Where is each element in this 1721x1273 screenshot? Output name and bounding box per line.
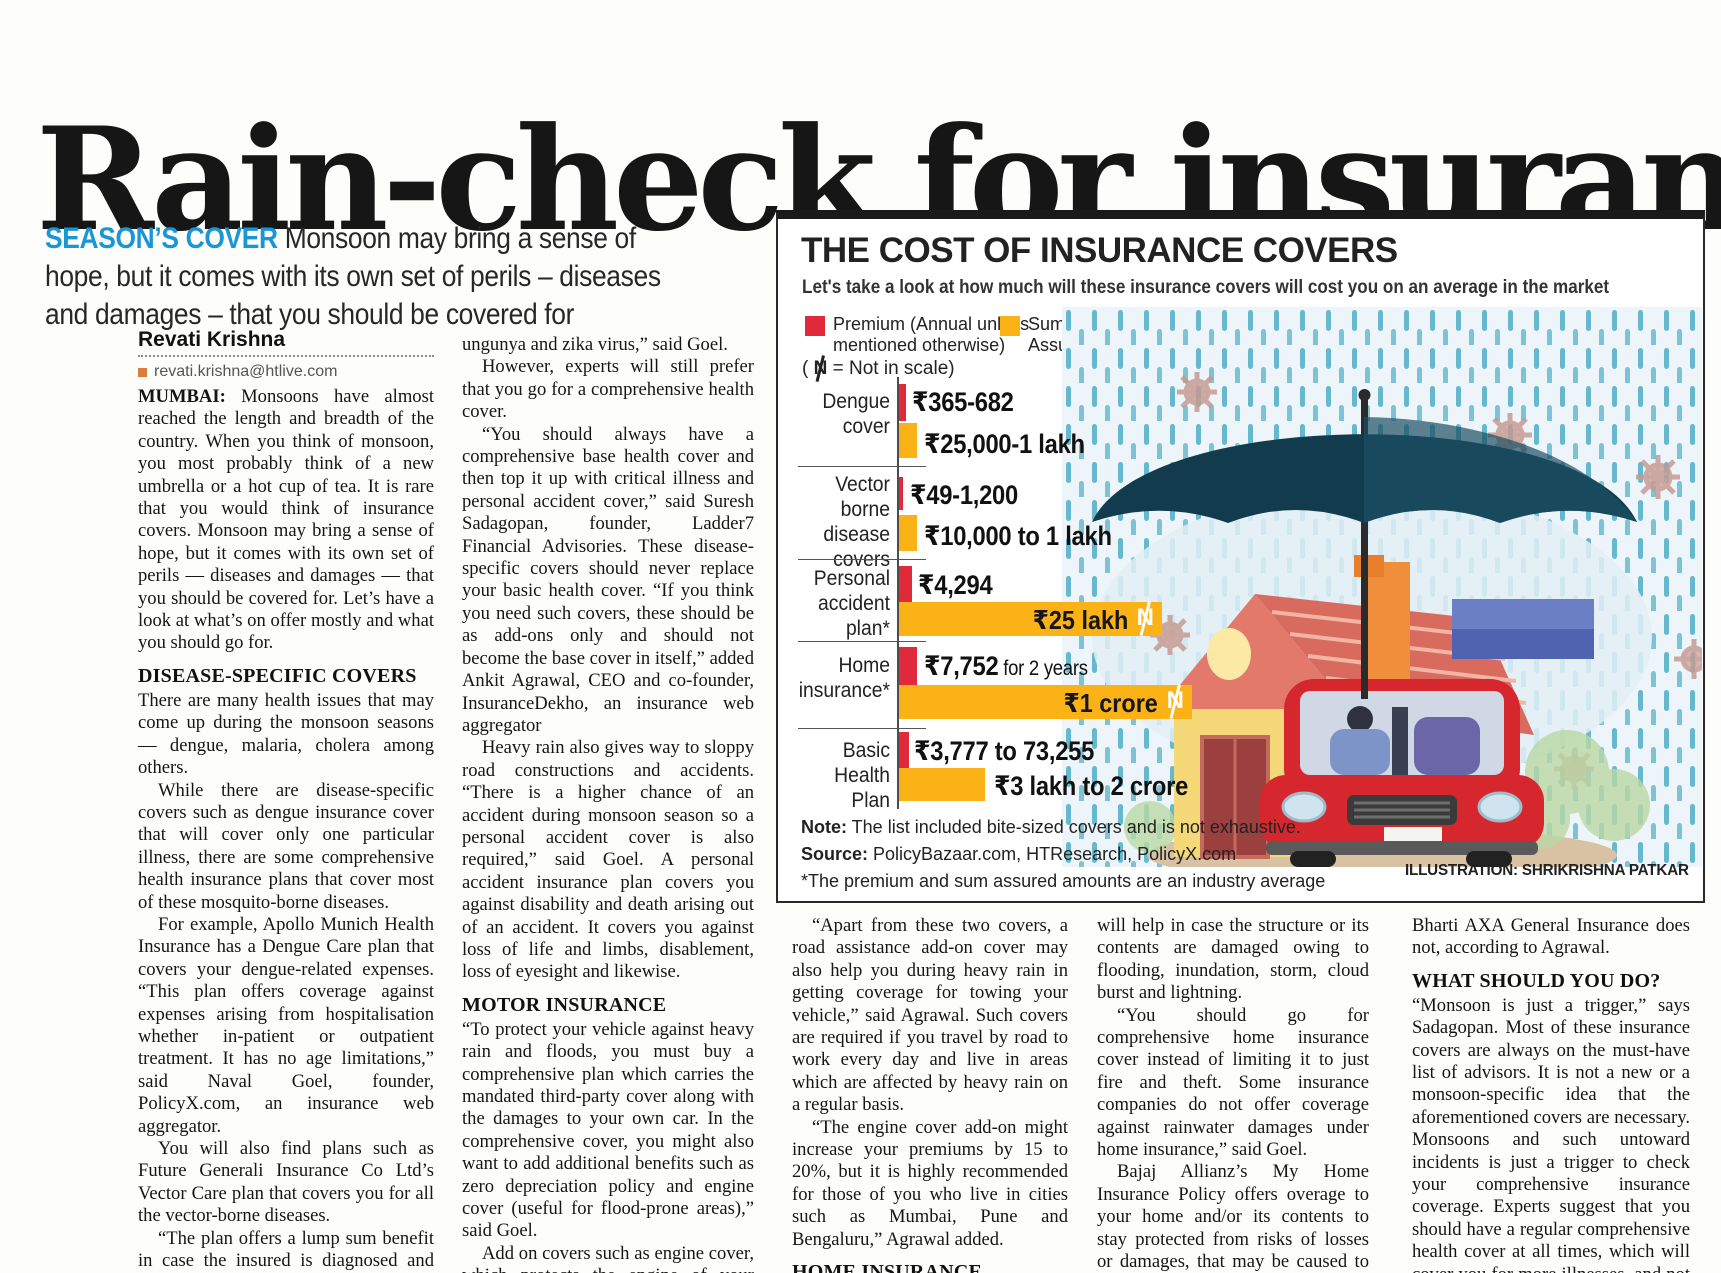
tire-left <box>1290 851 1336 867</box>
house-window <box>1207 628 1251 680</box>
monsoon-illustration <box>1062 307 1702 867</box>
headlight-left <box>1281 791 1327 823</box>
not-in-scale-note: ( N = Not in scale) <box>802 358 955 379</box>
bumper <box>1266 841 1538 855</box>
kicker: SEASON’S COVER <box>45 222 278 255</box>
article-column-1: MUMBAI: Monsoons have almost reached the… <box>138 386 434 1273</box>
paragraph: will help in case the structure or its c… <box>1097 915 1369 1004</box>
article-column-3: “Apart from these two covers, a road ass… <box>792 915 1068 1273</box>
paragraph: “The engine cover add-on might increase … <box>792 1116 1068 1250</box>
standfirst: SEASON’S COVER Monsoon may bring a sense… <box>45 220 696 334</box>
paragraph: MUMBAI: Monsoons have almost reached the… <box>138 386 434 655</box>
infographic-box: THE COST OF INSURANCE COVERS Let's take … <box>776 210 1705 903</box>
paragraph: “You should always have a comprehensive … <box>462 423 754 736</box>
article-column-2: ungunya and zika virus,” said Goel. Howe… <box>462 334 754 1273</box>
premium-value: ₹7,752 for 2 years <box>924 651 1088 681</box>
premium-bar <box>899 647 917 685</box>
paragraph: Bharti AXA General Insurance does not, a… <box>1412 915 1690 959</box>
row-separator <box>798 466 926 467</box>
premium-bar <box>899 732 909 768</box>
paragraph: “You should go for comprehensive home in… <box>1097 1004 1369 1161</box>
license-plate <box>1384 827 1442 841</box>
paragraph: However, experts will still prefer that … <box>462 356 754 423</box>
paragraph: ungunya and zika virus,” said Goel. <box>462 334 728 355</box>
row-separator <box>798 559 926 560</box>
category-label: Personal accident plan* <box>813 567 890 640</box>
not-in-scale-icon: N <box>1136 604 1154 631</box>
paragraph: There are many health issues that may co… <box>138 689 434 779</box>
paragraph: “To protect your vehicle against heavy r… <box>462 1018 754 1242</box>
chart-note: Note: The list included bite-sized cover… <box>801 817 1301 837</box>
byline: Revati Krishna revati.krishna@htlive.com <box>138 328 434 381</box>
category-label: Dengue cover <box>822 390 890 438</box>
headlight-right <box>1477 791 1523 823</box>
car-icon <box>1260 679 1544 867</box>
premium-bar <box>899 566 912 602</box>
paragraph: While there are disease-specific covers … <box>138 779 434 913</box>
not-in-scale-icon: N <box>813 358 828 379</box>
paragraph: “Monsoon is just a trigger,” says Sadago… <box>1412 994 1690 1273</box>
row-separator <box>798 728 926 729</box>
assured-bar: ₹1 crore N <box>899 685 1192 719</box>
paragraph: “The plan offers a lump sum benefit in c… <box>138 1227 434 1273</box>
chart-axis <box>897 377 899 809</box>
author-email-row: revati.krishna@htlive.com <box>138 363 434 381</box>
category-label: Basic Health Plan <box>834 739 890 812</box>
article-column-4: will help in case the structure or its c… <box>1097 915 1369 1273</box>
chart-source: Source: PolicyBazaar.com, HTResearch, Po… <box>801 844 1237 864</box>
assured-bar <box>899 768 985 801</box>
chart-footnote: *The premium and sum assured amounts are… <box>801 871 1326 891</box>
section-heading: DISEASE-SPECIFIC COVERS <box>138 664 417 687</box>
infographic-title: THE COST OF INSURANCE COVERS <box>801 231 1398 270</box>
premium-bar <box>899 477 903 510</box>
premium-suffix: for 2 years <box>998 657 1088 680</box>
section-heading: HOME INSURANCE <box>792 1261 983 1273</box>
paragraph: “Apart from these two covers, a road ass… <box>792 915 1068 1116</box>
section-heading: WHAT SHOULD YOU DO? <box>1412 969 1661 992</box>
assured-bar <box>899 423 917 458</box>
infographic-subtitle: Let's take a look at how much will these… <box>802 277 1610 298</box>
assured-value: ₹3 lakh to 2 crore <box>994 771 1189 801</box>
assured-bar: ₹25 lakh N <box>899 602 1162 636</box>
category-label: Home insurance* <box>798 654 890 702</box>
premium-value: ₹3,777 to 73,255 <box>914 736 1095 766</box>
row-separator <box>798 641 926 642</box>
paragraph: You will also find plans such as Future … <box>138 1138 434 1227</box>
umbrella-icon <box>1092 389 1637 699</box>
flood-sign <box>1452 599 1594 659</box>
tire-right <box>1466 851 1512 867</box>
paragraph: Bajaj Allianz’s My Home Insurance Policy… <box>1097 1161 1369 1273</box>
category-label: Vector borne disease covers <box>823 473 890 571</box>
premium-value: ₹365-682 <box>912 387 1014 417</box>
premium-value: ₹49-1,200 <box>910 480 1018 510</box>
assured-value: ₹10,000 to 1 lakh <box>924 521 1112 551</box>
illustration-credit: ILLUSTRATION: SHRIKRISHNA PATKAR <box>1405 862 1689 879</box>
premium-value: ₹4,294 <box>918 570 993 600</box>
standfirst-text: Monsoon may bring a sense of hope, but i… <box>45 222 661 331</box>
assured-value: ₹25 lakh <box>1032 605 1128 635</box>
paragraph-text: Monsoons have almost reached the length … <box>138 386 434 654</box>
section-heading: MOTOR INSURANCE <box>462 993 667 1016</box>
dateline: MUMBAI: <box>138 386 226 407</box>
assured-value: ₹1 crore <box>1063 688 1158 718</box>
premium-legend-label: Premium (Annual unless mentioned otherwi… <box>833 314 1030 355</box>
assured-bar <box>899 515 917 551</box>
assured-value: ₹25,000-1 lakh <box>924 429 1085 459</box>
not-in-scale-icon: N <box>1166 687 1184 714</box>
premium-bar <box>899 384 906 421</box>
assured-legend-swatch <box>1000 316 1020 336</box>
driver <box>1330 706 1480 775</box>
article-column-5: Bharti AXA General Insurance does not, a… <box>1412 915 1690 1273</box>
premium-legend-swatch <box>805 316 825 336</box>
author-email: revati.krishna@htlive.com <box>154 363 338 380</box>
author-name: Revati Krishna <box>138 328 434 357</box>
paragraph: Add on covers such as engine cover, whic… <box>462 1242 754 1273</box>
paragraph: For example, Apollo Munich Health Insura… <box>138 913 434 1137</box>
paragraph: Heavy rain also gives way to sloppy road… <box>462 737 754 983</box>
bullet-icon <box>138 367 147 377</box>
